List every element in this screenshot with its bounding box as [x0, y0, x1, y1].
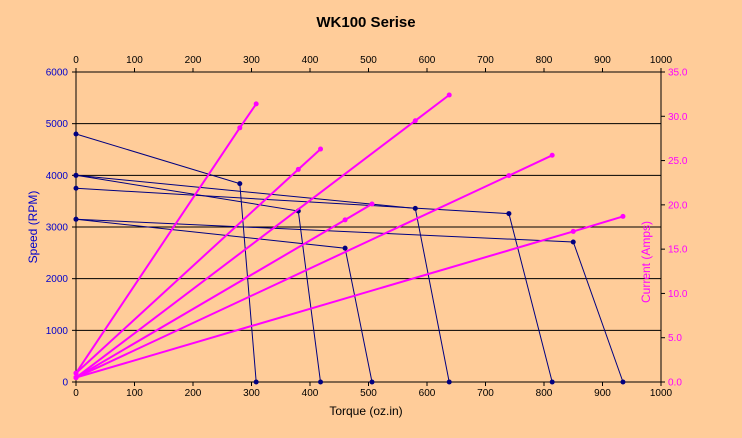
y2-tick-label: 20.0 [668, 200, 688, 211]
x-tick-label: 0 [73, 388, 79, 399]
current-point [318, 146, 324, 152]
current-point [570, 228, 576, 234]
x-tick-label: 400 [302, 388, 319, 399]
y-tick-label: 3000 [46, 223, 69, 234]
x-top-tick-label: 600 [419, 55, 436, 66]
x-top-tick-label: 500 [360, 55, 377, 66]
x-tick-label: 600 [419, 388, 436, 399]
speed-point [73, 172, 79, 178]
speed-series-line [75, 133, 257, 383]
x-tick-label: 200 [185, 388, 202, 399]
y-tick-label: 6000 [46, 68, 69, 79]
current-point [506, 173, 512, 179]
speed-point [549, 379, 555, 385]
x-tick-label: 1000 [650, 388, 673, 399]
y2-tick-label: 0.0 [668, 378, 682, 389]
current-series-line [75, 94, 450, 379]
x-tick-label: 900 [594, 388, 611, 399]
x-top-tick-label: 100 [126, 55, 143, 66]
x-tick-label: 800 [536, 388, 553, 399]
x-top-tick-label: 300 [243, 55, 260, 66]
x-tick-label: 100 [126, 388, 143, 399]
current-point [369, 201, 375, 207]
y-tick-label: 4000 [46, 171, 69, 182]
y-tick-label: 5000 [46, 119, 69, 130]
speed-point [73, 185, 79, 191]
y-axis-label: Speed (RPM) [26, 191, 40, 264]
y2-tick-label: 35.0 [668, 68, 688, 79]
chart-title: WK100 Serise [316, 14, 415, 31]
y-tick-label: 2000 [46, 274, 69, 285]
speed-point [342, 245, 348, 251]
y2-tick-label: 15.0 [668, 245, 688, 256]
x-top-tick-label: 1000 [650, 55, 673, 66]
current-point [446, 92, 452, 98]
x-top-tick-label: 200 [185, 55, 202, 66]
speed-point [237, 181, 243, 187]
speed-series-line [75, 187, 553, 383]
y-tick-label: 1000 [46, 326, 69, 337]
y2-tick-label: 10.0 [668, 289, 688, 300]
current-point [73, 375, 79, 381]
x-top-tick-label: 800 [536, 55, 553, 66]
x-top-tick-label: 900 [594, 55, 611, 66]
current-series-line [75, 203, 373, 379]
grid-lines [76, 71, 661, 383]
x-axis-label: Torque (oz.in) [329, 404, 402, 418]
x-tick-label: 700 [477, 388, 494, 399]
y2-axis-label: Current (Amps) [639, 221, 653, 303]
current-point [342, 217, 348, 223]
speed-point [620, 379, 626, 385]
speed-point [73, 131, 79, 137]
current-point [73, 370, 79, 376]
speed-point [369, 379, 375, 385]
speed-point [253, 379, 259, 385]
current-series-line [75, 148, 322, 374]
speed-series-line [75, 218, 624, 383]
current-point [295, 166, 301, 172]
y2-tick-label: 30.0 [668, 112, 688, 123]
x-top-tick-label: 700 [477, 55, 494, 66]
current-point [620, 213, 626, 219]
speed-point [318, 379, 324, 385]
speed-point [570, 239, 576, 245]
x-tick-label: 300 [243, 388, 260, 399]
y2-tick-label: 5.0 [668, 333, 682, 344]
axis-ticks: 0010010020020030030040040050050060060070… [46, 55, 688, 399]
y2-tick-label: 25.0 [668, 156, 688, 167]
current-point [237, 125, 243, 131]
speed-point [446, 379, 452, 385]
y-tick-label: 0 [62, 378, 68, 389]
x-top-tick-label: 0 [73, 55, 79, 66]
data-series [73, 92, 626, 385]
x-tick-label: 500 [360, 388, 377, 399]
current-point [412, 118, 418, 124]
speed-point [73, 216, 79, 222]
speed-point [506, 211, 512, 217]
x-top-tick-label: 400 [302, 55, 319, 66]
current-point [253, 101, 259, 107]
current-point [549, 152, 555, 158]
